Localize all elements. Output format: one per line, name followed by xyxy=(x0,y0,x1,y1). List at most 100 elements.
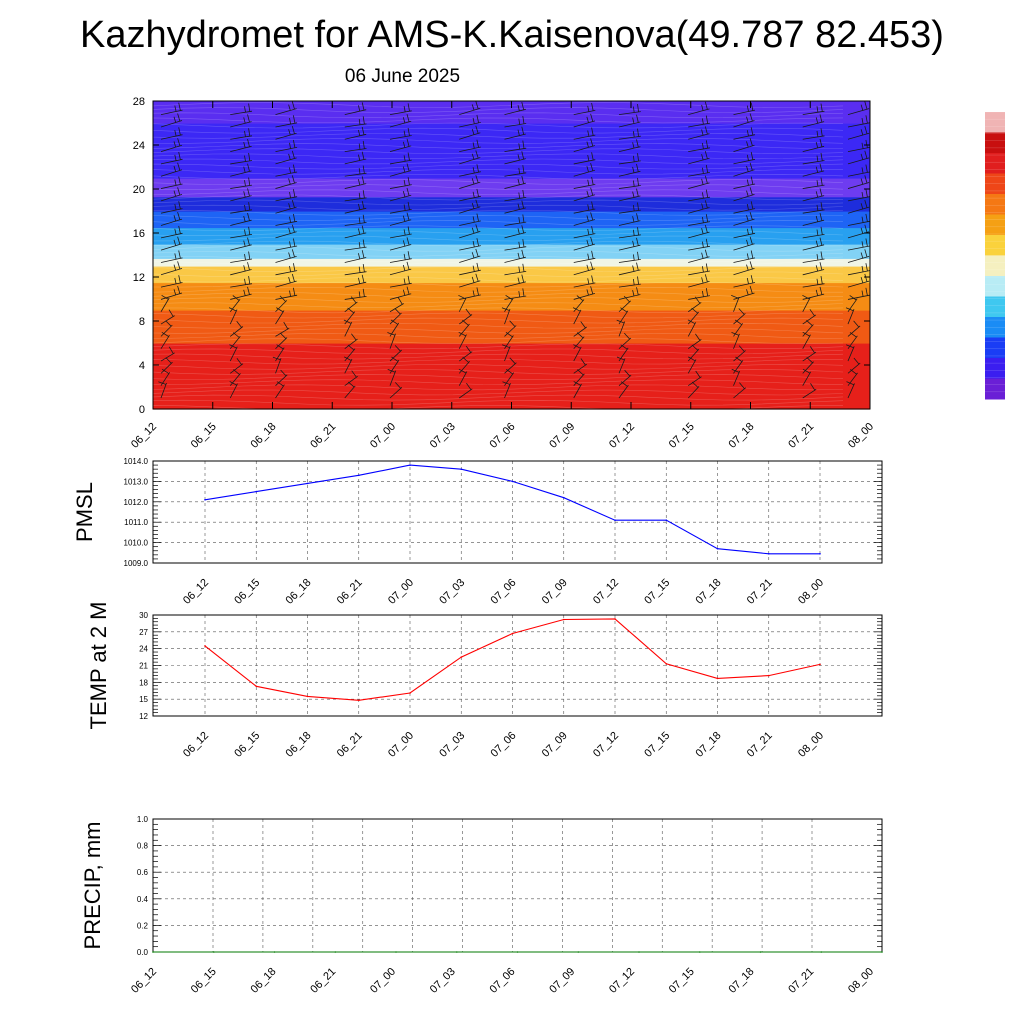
data-point xyxy=(456,951,458,953)
wind-barb xyxy=(802,346,817,362)
wind-barb xyxy=(504,102,526,116)
contour-line xyxy=(152,374,844,380)
data-point xyxy=(819,663,821,666)
wind-barb xyxy=(618,381,629,399)
data-point xyxy=(716,677,719,680)
wind-barb xyxy=(275,263,298,276)
wind-barb xyxy=(733,138,755,152)
wind-barb xyxy=(688,274,710,288)
contour-line xyxy=(152,215,843,221)
wind-barb xyxy=(733,176,756,189)
wind-barb xyxy=(275,115,298,128)
wind-barb xyxy=(389,382,403,399)
contour-line xyxy=(152,112,844,119)
y-tick-label: 0.0 xyxy=(137,948,149,957)
wind-barb xyxy=(459,199,481,214)
wind-barb xyxy=(504,331,514,349)
wind-barb xyxy=(618,103,641,116)
wind-barb xyxy=(802,177,825,189)
wind-barb xyxy=(573,162,596,177)
wind-barb xyxy=(504,368,515,386)
wind-barb xyxy=(688,238,710,251)
y-tick-label: 1.0 xyxy=(137,815,149,824)
wind-barb xyxy=(733,261,755,276)
y-axis-label: TEMP at 2 M xyxy=(86,602,111,730)
contour-line xyxy=(152,343,844,350)
y-tick-label: 1013.0 xyxy=(124,477,149,486)
colorbar-segment xyxy=(985,173,1005,195)
wind-barb xyxy=(573,358,588,374)
wind-barb xyxy=(459,188,481,202)
wind-barb xyxy=(230,286,252,300)
wind-barb xyxy=(733,356,744,374)
wind-barb xyxy=(802,212,825,226)
wind-barb xyxy=(160,309,175,325)
wind-barb xyxy=(344,200,367,214)
wind-barb xyxy=(573,344,582,362)
wind-barb xyxy=(802,262,825,276)
wind-barb xyxy=(387,332,396,349)
wind-barb xyxy=(573,201,596,214)
y-tick-label: 0.4 xyxy=(137,895,149,904)
x-tick-label: 08_00 xyxy=(846,966,876,996)
wind-barb xyxy=(389,251,412,263)
data-point xyxy=(614,519,616,521)
precip-chart: 0.0 0.2 0.4 0.6 0.8 1.0 06_12 06_15 06_18 06_21 07… xyxy=(80,815,883,996)
wind-barb xyxy=(733,187,755,202)
pmsl-chart: 1009.0 1010.0 1011.0 1012.0 1013.0 1014.0 06_1… xyxy=(72,457,883,607)
wind-barb xyxy=(847,115,870,128)
x-tick-label: 07_00 xyxy=(368,966,398,996)
wind-barb xyxy=(688,115,710,128)
wind-barb xyxy=(688,288,710,300)
contour-line xyxy=(152,132,844,139)
wind-barb xyxy=(160,176,183,189)
data-point xyxy=(334,951,337,953)
wind-barb xyxy=(733,225,756,239)
wind-barb xyxy=(459,213,481,226)
contour-line xyxy=(152,261,844,267)
x-tick-label: 06_21 xyxy=(335,730,365,760)
wind-barb xyxy=(230,152,253,165)
wind-barb xyxy=(230,128,253,140)
y-tick-label: 15 xyxy=(139,695,148,704)
wind-barb xyxy=(802,383,817,399)
x-tick-label: 08_00 xyxy=(796,730,826,760)
wind-barb xyxy=(618,237,641,251)
page-title: Kazhydromet for AMS-K.Kaisenova(49.787 8… xyxy=(80,14,944,56)
x-tick-label: 07_09 xyxy=(540,730,570,760)
wind-barb xyxy=(573,113,596,128)
wind-barb xyxy=(230,114,252,128)
heat-band xyxy=(153,178,870,198)
wind-barb xyxy=(389,187,412,202)
wind-barb xyxy=(344,370,358,387)
contour-line xyxy=(152,369,844,375)
wind-barb xyxy=(618,177,641,189)
wind-barb xyxy=(802,276,825,288)
wind-barb xyxy=(847,295,858,312)
wind-barb xyxy=(802,103,825,116)
wind-barb xyxy=(230,226,253,239)
colorbar-segment xyxy=(985,317,1005,338)
wind-barb xyxy=(344,190,367,202)
wind-barb xyxy=(688,214,710,226)
wind-barb xyxy=(275,381,285,399)
wind-barb xyxy=(733,285,755,300)
wind-barb xyxy=(618,153,641,165)
wind-barb xyxy=(802,226,825,239)
wind-barb xyxy=(802,286,825,300)
colorbar-segment xyxy=(985,296,1005,318)
data-point xyxy=(577,951,580,953)
wind-barb xyxy=(618,202,641,214)
x-tick-label: 06_12 xyxy=(181,730,211,760)
wind-barb xyxy=(573,187,596,202)
wind-barb xyxy=(573,127,596,140)
plot-frame xyxy=(152,818,883,953)
wind-barb xyxy=(618,295,631,313)
wind-barb xyxy=(458,368,468,386)
data-point xyxy=(563,618,565,621)
contour-line xyxy=(152,153,844,160)
wind-barb xyxy=(688,200,710,214)
wind-barb xyxy=(389,345,402,362)
wind-barb xyxy=(275,125,297,140)
